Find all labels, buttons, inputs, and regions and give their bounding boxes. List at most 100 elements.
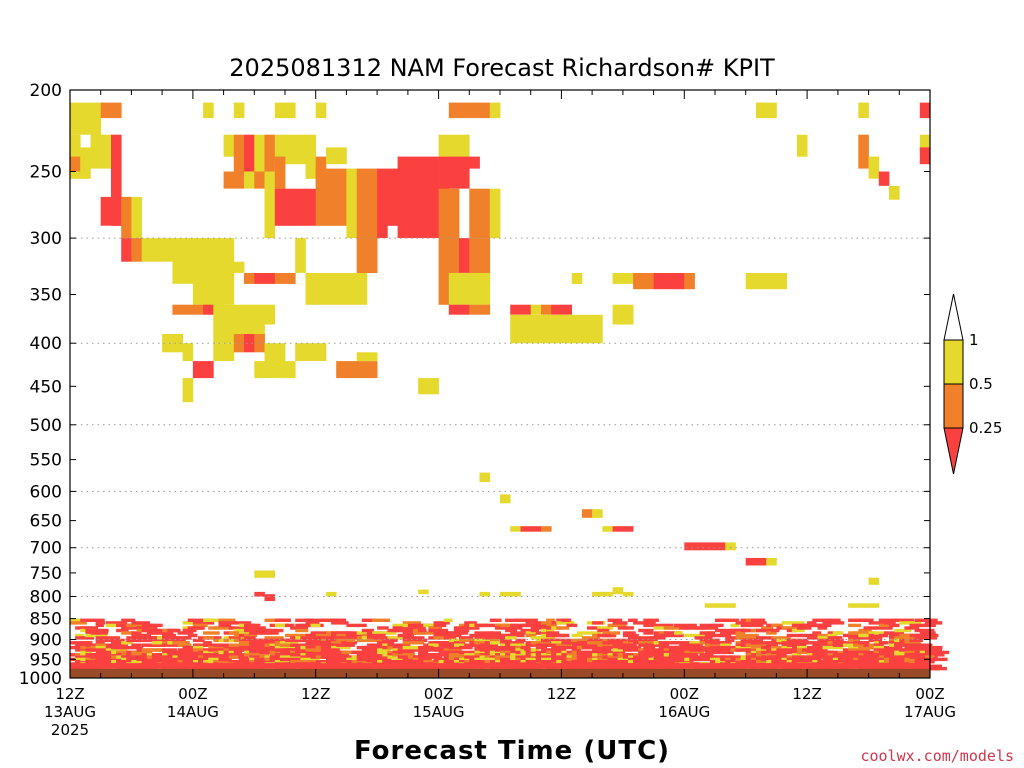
boundary-cell <box>141 653 151 657</box>
boundary-cell <box>223 645 247 650</box>
boundary-cell <box>192 643 212 647</box>
boundary-cell <box>489 638 500 643</box>
boundary-cell <box>361 628 375 633</box>
boundary-cell <box>459 657 477 662</box>
boundary-cell <box>387 660 398 664</box>
heatmap-cell <box>315 168 327 226</box>
boundary-cell <box>745 643 769 647</box>
pressure-gridlines <box>70 237 930 640</box>
boundary-cell <box>238 638 259 643</box>
heatmap-cell <box>192 361 204 379</box>
x-tick-label: 15AUG <box>413 703 465 721</box>
boundary-cell <box>402 645 418 650</box>
boundary-cell <box>571 633 583 638</box>
heatmap-cell <box>622 273 634 284</box>
boundary-cell <box>331 618 345 622</box>
heatmap-cell <box>254 570 265 578</box>
y-tick-label: 250 <box>30 163 62 183</box>
boundary-cell <box>95 650 109 655</box>
heatmap-cell <box>162 238 173 262</box>
x-tick-label: 14AUG <box>167 703 219 721</box>
boundary-cell <box>914 643 933 647</box>
heatmap-cell <box>510 304 521 315</box>
boundary-cell <box>684 650 704 655</box>
boundary-cell <box>663 650 683 655</box>
heatmap-cell <box>274 102 286 119</box>
heatmap-cell <box>479 273 491 305</box>
boundary-cell <box>617 653 628 657</box>
boundary-cell <box>628 655 638 659</box>
boundary-cell <box>428 653 449 657</box>
boundary-cell <box>607 660 618 664</box>
legend-label: 1 <box>969 331 979 349</box>
heatmap-cell <box>295 238 306 273</box>
heatmap-cell <box>285 273 296 284</box>
heatmap-cell <box>285 188 296 226</box>
boundary-cell <box>295 628 309 633</box>
boundary-cell <box>228 653 241 657</box>
boundary-cell <box>459 626 480 630</box>
boundary-cell <box>622 641 641 645</box>
boundary-cell <box>172 636 189 640</box>
boundary-cell <box>924 653 945 657</box>
boundary-cell <box>505 641 525 645</box>
heatmap-cell <box>500 494 511 504</box>
boundary-cell <box>474 633 485 638</box>
boundary-cell <box>812 618 832 622</box>
boundary-cell <box>474 636 490 640</box>
x-tick-label: 13AUG <box>44 703 96 721</box>
boundary-cell <box>438 633 462 638</box>
heatmap-cell <box>254 591 265 597</box>
boundary-cell <box>883 621 896 625</box>
boundary-cell <box>474 657 489 662</box>
boundary-cell <box>535 645 547 650</box>
heatmap-cell <box>479 591 491 597</box>
boundary-cell <box>397 643 411 647</box>
boundary-cell <box>172 657 182 662</box>
boundary-cell <box>484 648 503 652</box>
heatmap-cell <box>868 603 880 608</box>
boundary-cell <box>607 638 628 643</box>
boundary-cell <box>223 657 232 662</box>
y-tick-label: 400 <box>30 334 62 354</box>
boundary-cell <box>515 660 525 664</box>
boundary-cell <box>315 653 331 657</box>
heatmap-cell <box>704 603 716 608</box>
boundary-cell <box>812 653 830 657</box>
heatmap-cell <box>326 147 337 165</box>
heatmap-cell <box>90 102 102 148</box>
boundary-cell <box>95 660 111 664</box>
boundary-cell <box>433 631 447 635</box>
boundary-cell <box>541 648 550 652</box>
boundary-cell <box>853 650 866 655</box>
boundary-cell <box>423 660 439 664</box>
boundary-cell <box>530 628 539 633</box>
heatmap-cell <box>612 526 624 532</box>
boundary-cell <box>802 648 818 652</box>
boundary-cell <box>740 623 764 628</box>
boundary-cell <box>868 643 878 647</box>
boundary-cell <box>832 643 851 647</box>
boundary-cell <box>924 648 942 652</box>
heatmap-cell <box>551 304 562 315</box>
boundary-cell <box>218 623 232 628</box>
boundary-cell <box>689 648 707 652</box>
boundary-cell <box>121 641 133 645</box>
boundary-cell <box>843 660 852 664</box>
boundary-cell <box>392 653 408 657</box>
boundary-cell <box>264 636 284 640</box>
boundary-cell <box>868 636 883 640</box>
boundary-cell <box>121 626 144 630</box>
boundary-cell <box>172 628 181 633</box>
heatmap-cell <box>285 361 296 379</box>
boundary-cell <box>525 631 545 635</box>
watermark-text: coolwx.com/models <box>860 747 1014 765</box>
boundary-cell <box>136 657 146 662</box>
boundary-cell <box>228 636 241 640</box>
y-tick-label: 950 <box>30 650 62 670</box>
heatmap-cell <box>356 361 368 379</box>
boundary-cell <box>781 626 801 630</box>
heatmap-cell <box>203 102 214 119</box>
heatmap-cell <box>141 238 153 262</box>
